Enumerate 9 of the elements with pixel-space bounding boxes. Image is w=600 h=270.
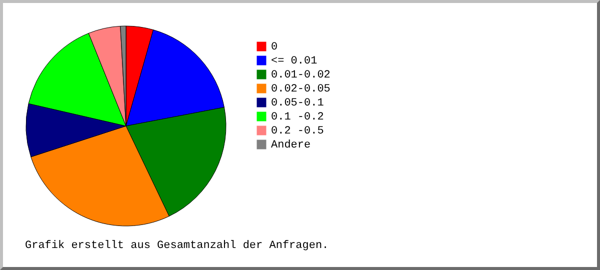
legend-label: <= 0.01 [271, 56, 318, 68]
legend-label: 0.2 -0.5 [271, 126, 324, 138]
legend-label: 0.01-0.02 [271, 70, 330, 82]
legend-label: 0.1 -0.2 [271, 112, 324, 124]
legend-label: 0 [271, 42, 278, 54]
legend-label: 0.05-0.1 [271, 98, 324, 110]
text: Grafik erstellt aus Gesamtanzahl der Anfragen. [25, 240, 329, 252]
legend-label: 0.02-0.05 [271, 84, 330, 96]
legend-label: Andere [271, 140, 311, 152]
